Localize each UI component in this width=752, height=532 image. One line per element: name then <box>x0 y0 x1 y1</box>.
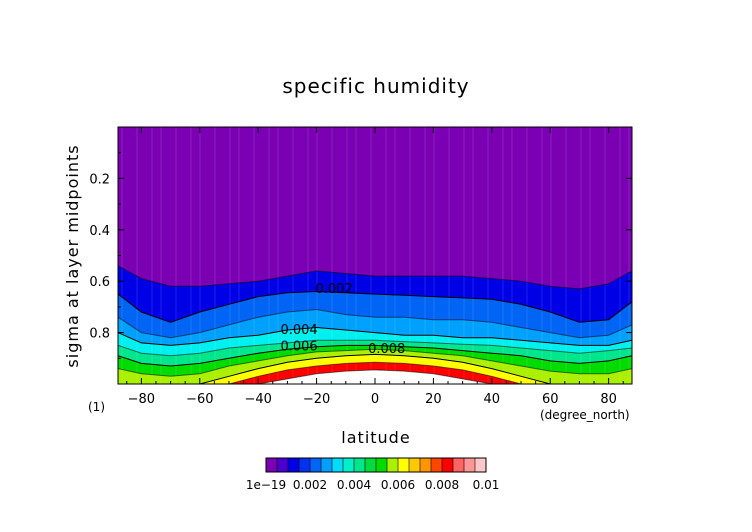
x-tick-label: −60 <box>186 392 213 407</box>
contour-line-0.004 <box>117 326 633 346</box>
x-axis: −80 −60 −40 −20 0 20 40 60 80 <box>126 127 624 407</box>
colorbar-swatch <box>354 458 366 472</box>
x-tick-label: −20 <box>303 392 330 407</box>
colorbar-labels: 1e−19 0.002 0.004 0.006 0.008 0.01 <box>246 478 500 492</box>
contour-line-0.006 <box>117 344 633 367</box>
colorbar-swatch <box>277 458 289 472</box>
colorbar-swatch <box>332 458 344 472</box>
contour-band-10 <box>118 369 632 384</box>
colorbar-swatch <box>299 458 311 472</box>
x-axis-label: latitude <box>341 428 410 447</box>
x-tick-label: 0 <box>371 392 379 407</box>
colorbar-frame <box>265 457 487 473</box>
y-tick-label: 0.2 <box>89 172 110 187</box>
colorbar-swatch <box>288 458 300 472</box>
contour-line-0.005 <box>117 339 633 357</box>
y-tick-label: 0.4 <box>89 224 110 239</box>
contour-label: 0.006 <box>280 340 317 355</box>
colorbar-label: 0.002 <box>293 478 327 492</box>
colorbar-label: 0.004 <box>337 478 371 492</box>
contour-line-0.002 <box>117 290 633 323</box>
colorbar-swatch <box>464 458 476 472</box>
colorbar-swatch <box>365 458 377 472</box>
contour-label: 0.004 <box>280 323 317 338</box>
colorbar <box>265 457 487 473</box>
contour-line-0.007 <box>117 348 633 377</box>
x-tick-label: −40 <box>244 392 271 407</box>
colorbar-label: 1e−19 <box>246 478 286 492</box>
colorbar-swatch <box>420 458 432 472</box>
x-tick-label: 80 <box>600 392 617 407</box>
colorbar-swatch <box>387 458 399 472</box>
y-axis-label: sigma at layer midpoints <box>63 144 82 367</box>
x-tick-label: −80 <box>128 392 155 407</box>
colorbar-swatch <box>321 458 333 472</box>
x-axis-units: (degree_north) <box>540 408 630 422</box>
y-axis-units: (1) <box>88 400 105 414</box>
colorbar-label: 0.01 <box>473 478 500 492</box>
colorbar-swatch <box>409 458 421 472</box>
colorbar-label: 0.006 <box>381 478 415 492</box>
y-axis: 0.2 0.4 0.6 0.8 <box>89 152 632 385</box>
contour-line-0.001 <box>117 265 633 290</box>
x-tick-label: 40 <box>484 392 501 407</box>
colorbar-swatch <box>475 458 487 472</box>
contour-line-0.003 <box>117 308 633 339</box>
contour-label: 0.008 <box>368 342 405 357</box>
colorbar-label: 0.008 <box>425 478 459 492</box>
colorbar-swatch <box>453 458 465 472</box>
colorbar-swatch <box>442 458 454 472</box>
y-tick-label: 0.6 <box>89 275 110 290</box>
colorbar-swatch <box>431 458 443 472</box>
colorbar-swatch <box>266 458 278 472</box>
contour-labels: 0.002 0.004 0.006 0.008 <box>280 282 405 357</box>
x-tick-label: 60 <box>542 392 559 407</box>
chart-title: specific humidity <box>282 74 469 98</box>
colorbar-swatch <box>343 458 355 472</box>
colorbar-swatch <box>376 458 388 472</box>
y-tick-label: 0.8 <box>89 327 110 342</box>
colorbar-swatch <box>398 458 410 472</box>
colorbar-swatch <box>310 458 322 472</box>
contour-label: 0.002 <box>316 282 353 297</box>
x-tick-label: 20 <box>425 392 442 407</box>
